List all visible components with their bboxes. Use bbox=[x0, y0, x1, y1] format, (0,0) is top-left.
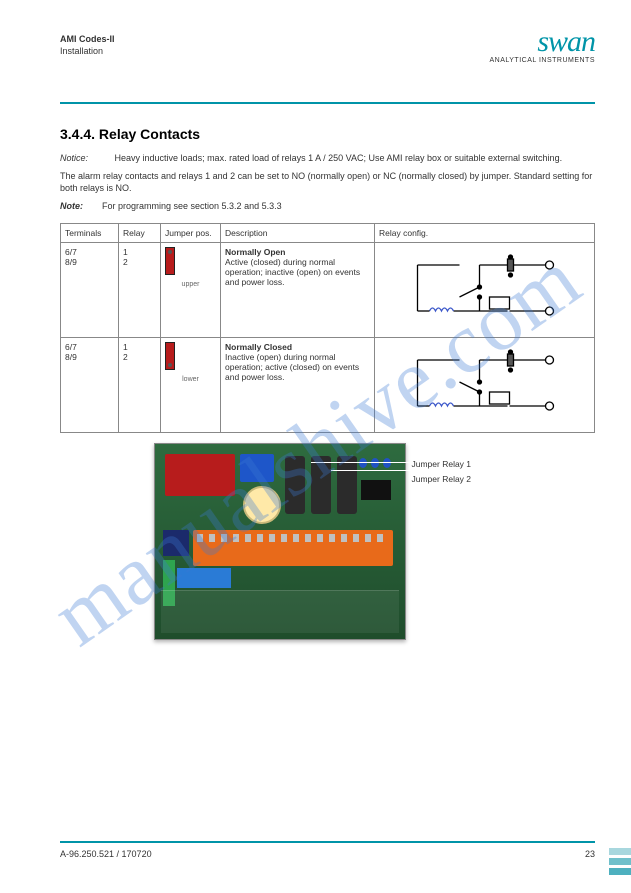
cell-diagram bbox=[375, 242, 595, 337]
brand-subtitle: ANALYTICAL INSTRUMENTS bbox=[489, 57, 595, 64]
note-text: For programming see section 5.3.2 and 5.… bbox=[102, 200, 282, 212]
th-desc: Description bbox=[221, 223, 375, 242]
cell-desc: Normally Closed Inactive (open) during n… bbox=[221, 337, 375, 432]
cell-terminals: 6/7 8/9 bbox=[61, 242, 119, 337]
table-row: 6/7 8/9 1 2 upper Normally Open Active (… bbox=[61, 242, 595, 337]
pcb-callouts: Jumper Relay 1 Jumper Relay 2 bbox=[412, 443, 502, 640]
cell-jumper: lower bbox=[161, 337, 221, 432]
jumper-icon bbox=[165, 342, 175, 370]
cell-jumper: upper bbox=[161, 242, 221, 337]
callout-jumper-2: Jumper Relay 2 bbox=[412, 472, 502, 487]
cell-diagram bbox=[375, 337, 595, 432]
relay-nc-diagram bbox=[379, 342, 590, 420]
note-block: Note: For programming see section 5.3.2 … bbox=[60, 200, 595, 212]
jumper-icon bbox=[165, 247, 175, 275]
cell-desc: Normally Open Active (closed) during nor… bbox=[221, 242, 375, 337]
th-terminals: Terminals bbox=[61, 223, 119, 242]
notice-block: Notice: Heavy inductive loads; max. rate… bbox=[60, 152, 595, 164]
product-model: AMI Codes-II bbox=[60, 34, 115, 46]
pcb-figure: Jumper Relay 1 Jumper Relay 2 bbox=[60, 443, 595, 640]
table-row: 6/7 8/9 1 2 lower Normally Closed Inacti… bbox=[61, 337, 595, 432]
cell-relay: 1 2 bbox=[119, 337, 161, 432]
footer-docref: A-96.250.521 / 170720 bbox=[60, 849, 152, 859]
jumper-caption: upper bbox=[165, 281, 216, 288]
brand-name: swan bbox=[489, 28, 595, 55]
doc-id: AMI Codes-II Installation bbox=[60, 28, 115, 57]
th-jumper: Jumper pos. bbox=[161, 223, 221, 242]
page-footer: A-96.250.521 / 170720 23 bbox=[60, 841, 595, 859]
edge-tabs bbox=[609, 845, 631, 875]
desc-body: Inactive (open) during normal operation;… bbox=[225, 352, 359, 382]
brand-logo: swan ANALYTICAL INSTRUMENTS bbox=[489, 28, 595, 64]
footer-page: 23 bbox=[585, 849, 595, 859]
jumper-caption: lower bbox=[165, 376, 216, 383]
desc-title: Normally Closed bbox=[225, 342, 292, 352]
doc-section: Installation bbox=[60, 46, 115, 58]
page-header: AMI Codes-II Installation swan ANALYTICA… bbox=[60, 28, 595, 98]
section-heading: 3.4.4. Relay Contacts bbox=[60, 126, 595, 142]
header-rule bbox=[60, 102, 595, 104]
desc-title: Normally Open bbox=[225, 247, 285, 257]
intro-paragraph: The alarm relay contacts and relays 1 an… bbox=[60, 170, 595, 194]
callout-jumper-1: Jumper Relay 1 bbox=[412, 457, 502, 472]
note-label: Note: bbox=[60, 200, 94, 212]
cell-relay: 1 2 bbox=[119, 242, 161, 337]
notice-text: Heavy inductive loads; max. rated load o… bbox=[115, 153, 563, 163]
section-number: 3.4.4. bbox=[60, 126, 95, 142]
th-config: Relay config. bbox=[375, 223, 595, 242]
notice-label: Notice: bbox=[60, 152, 112, 164]
desc-body: Active (closed) during normal operation;… bbox=[225, 257, 360, 287]
section-title: Relay Contacts bbox=[99, 126, 200, 142]
th-relay: Relay bbox=[119, 223, 161, 242]
cell-terminals: 6/7 8/9 bbox=[61, 337, 119, 432]
relay-table: Terminals Relay Jumper pos. Description … bbox=[60, 223, 595, 433]
pcb-photo bbox=[154, 443, 406, 640]
relay-no-diagram bbox=[379, 247, 590, 325]
table-header-row: Terminals Relay Jumper pos. Description … bbox=[61, 223, 595, 242]
